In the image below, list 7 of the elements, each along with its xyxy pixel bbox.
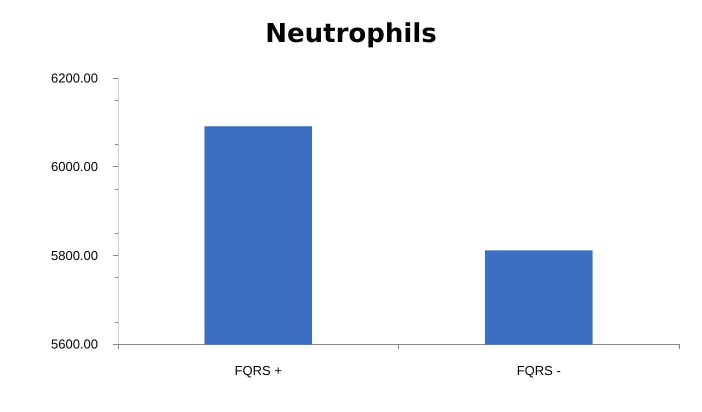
y-tick-label: 5600.00 (51, 336, 98, 352)
chart-title: Neutrophils (265, 19, 437, 49)
x-tick-label: FQRS - (516, 363, 561, 378)
y-tick-label: 6200.00 (51, 70, 98, 86)
x-tick-label: FQRS + (234, 363, 282, 378)
y-tick-label: 6000.00 (51, 159, 98, 174)
y-tick-label: 5800.00 (51, 248, 98, 263)
